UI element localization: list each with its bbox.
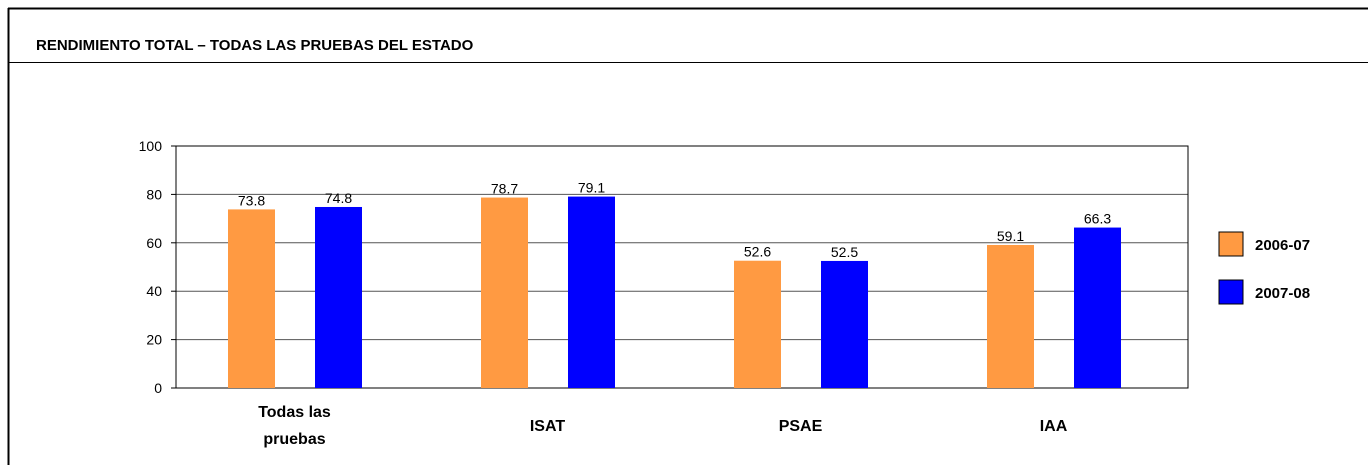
bar <box>568 196 615 388</box>
bar <box>228 209 275 388</box>
y-tick-label: 0 <box>154 380 162 396</box>
x-tick-label: ISAT <box>529 418 566 435</box>
value-label: 52.6 <box>744 244 771 260</box>
value-label: 74.8 <box>325 190 352 206</box>
y-tick-label: 100 <box>139 138 163 154</box>
y-tick-label: 40 <box>146 283 162 299</box>
legend-swatch <box>1218 279 1244 305</box>
bar <box>1074 227 1121 388</box>
bar <box>987 244 1034 388</box>
legend-label: 2006-07 <box>1255 237 1310 254</box>
y-tick-label: 20 <box>146 332 162 348</box>
bar <box>734 260 781 388</box>
value-label: 59.1 <box>997 228 1024 244</box>
value-label: 73.8 <box>238 192 265 208</box>
y-tick-label: 80 <box>146 186 162 202</box>
value-label: 66.3 <box>1084 211 1111 227</box>
x-tick-label: PSAE <box>778 418 823 435</box>
x-tick-label: IAA <box>1039 418 1068 435</box>
bar <box>315 206 362 388</box>
legend-swatch <box>1218 231 1244 257</box>
value-label: 52.5 <box>831 244 858 260</box>
value-label: 78.7 <box>491 181 518 197</box>
value-label: 79.1 <box>578 180 605 196</box>
bar <box>481 197 528 388</box>
plot-frame <box>175 145 1189 389</box>
legend-label: 2007-08 <box>1255 285 1310 302</box>
chart-title: RENDIMIENTO TOTAL – TODAS LAS PRUEBAS DE… <box>36 37 474 54</box>
bar <box>821 260 868 388</box>
x-tick-label: Todas las pruebas <box>258 404 331 448</box>
y-tick-label: 60 <box>146 235 162 251</box>
